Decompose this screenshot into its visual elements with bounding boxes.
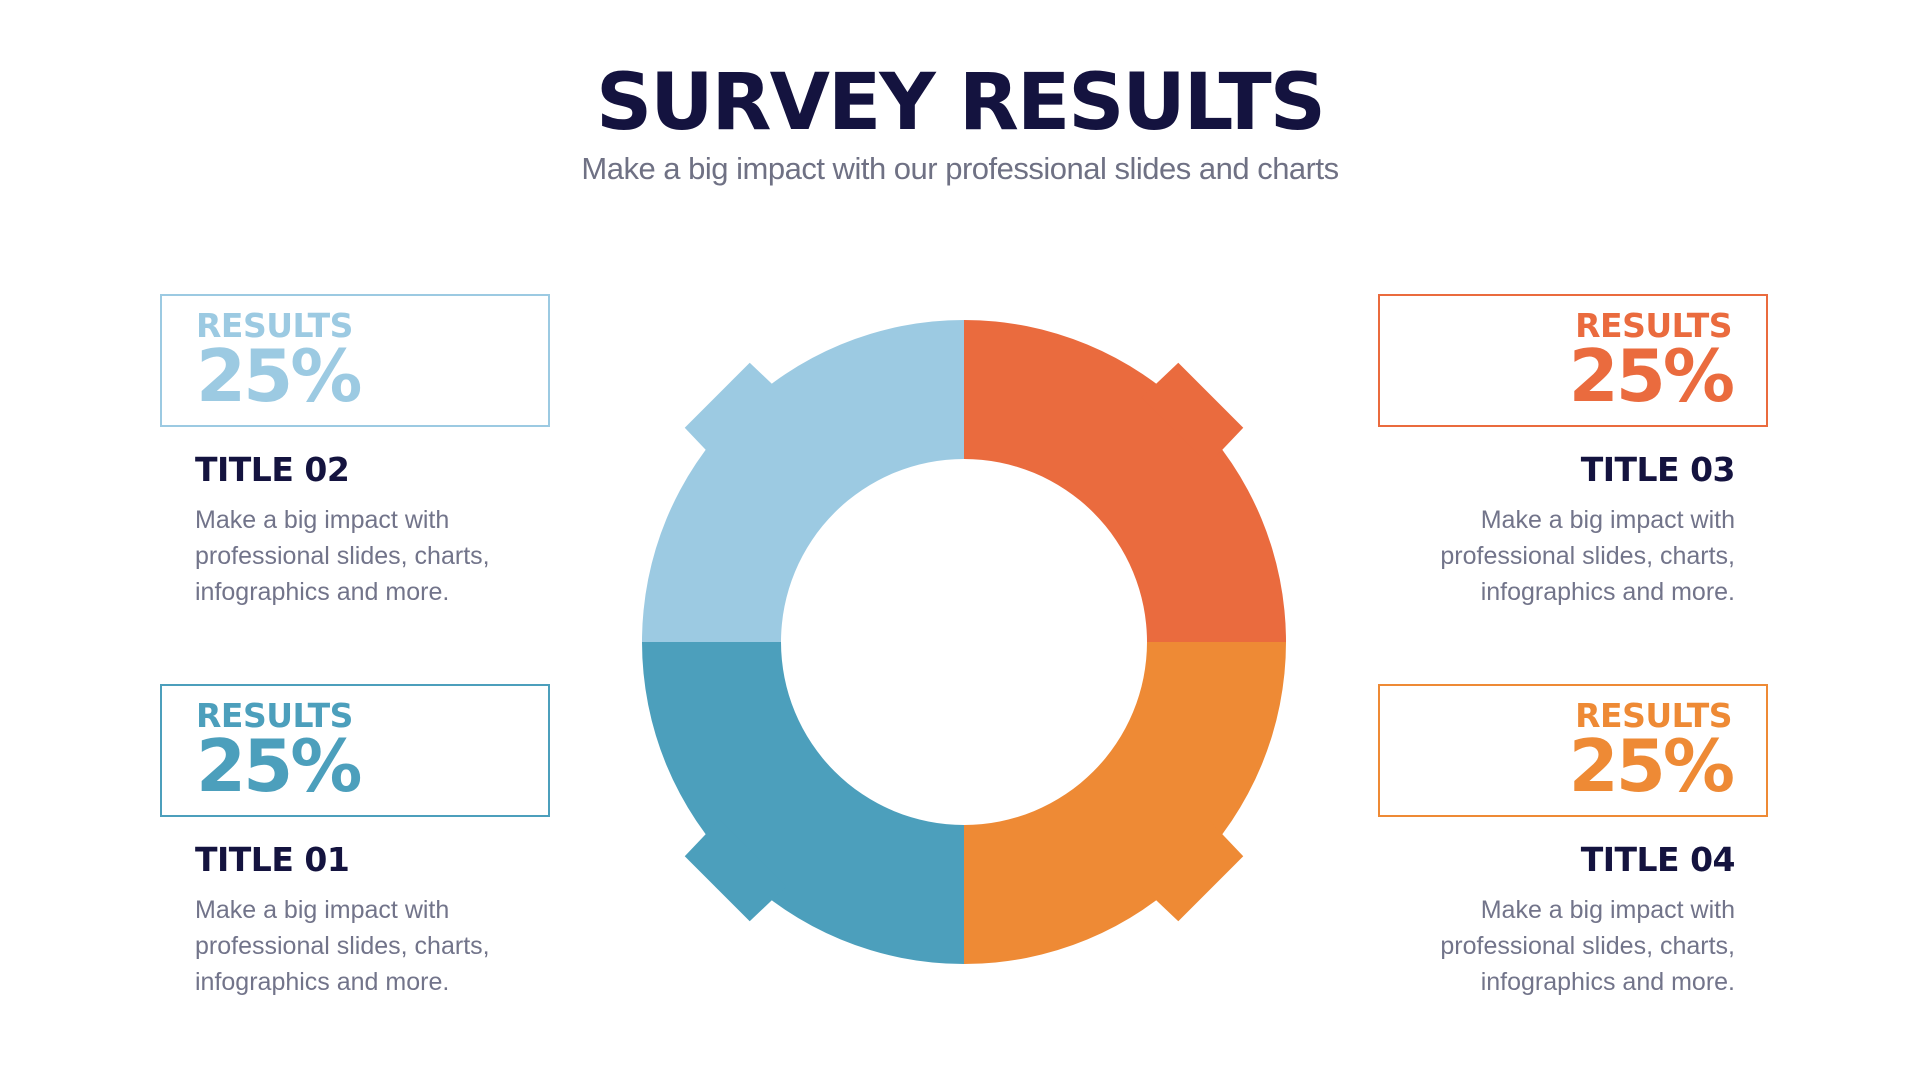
donut-segments <box>642 320 1286 964</box>
item-title-01: TITLE 01 <box>195 840 350 879</box>
donut-segment-title-02 <box>642 320 964 642</box>
donut-segment-title-04 <box>964 642 1286 964</box>
result-label: RESULTS <box>1575 306 1732 345</box>
donut-tab-title-02 <box>684 362 787 465</box>
result-value: 25% <box>1568 334 1735 418</box>
item-description-04: Make a big impact with professional slid… <box>1440 896 1735 996</box>
result-label: RESULTS <box>196 306 353 345</box>
donut-tab-title-01 <box>684 819 787 922</box>
result-box-title-01: RESULTS 25% <box>160 684 550 817</box>
donut-segment-title-01 <box>642 642 964 964</box>
result-value: 25% <box>196 724 362 808</box>
item-description-03: Make a big impact with professional slid… <box>1440 506 1735 606</box>
result-box-title-04: RESULTS 25% <box>1378 684 1768 817</box>
item-title-04: TITLE 04 <box>1580 840 1736 879</box>
item-description-01: Make a big impact with professional slid… <box>195 896 490 996</box>
donut-segment-title-03 <box>964 320 1286 642</box>
result-label: RESULTS <box>1575 696 1732 735</box>
item-title-03: TITLE 03 <box>1580 450 1736 489</box>
page-title: SURVEY RESULTS <box>596 58 1326 148</box>
item-title-02: TITLE 02 <box>195 450 350 489</box>
result-box-title-03: RESULTS 25% <box>1378 294 1768 427</box>
page-subtitle: Make a big impact with our professional … <box>581 151 1339 186</box>
result-value: 25% <box>1568 724 1735 808</box>
result-value: 25% <box>196 334 362 418</box>
item-description-02: Make a big impact with professional slid… <box>195 506 490 606</box>
donut-tab-title-04 <box>1141 819 1244 922</box>
result-label: RESULTS <box>196 696 353 735</box>
result-box-title-02: RESULTS 25% <box>160 294 550 427</box>
donut-tab-title-03 <box>1141 362 1244 465</box>
